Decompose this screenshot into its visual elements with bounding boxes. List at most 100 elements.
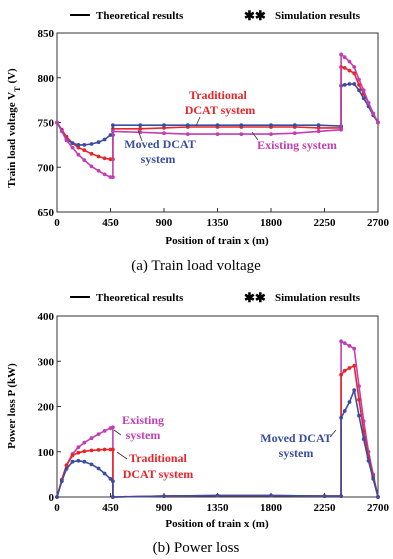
x-axis-title-power: Position of train x (m) [165, 518, 269, 530]
chart-voltage: Theoretical results ✱✱ Simulation result… [6, 8, 390, 274]
y-tick-label: 0 [49, 492, 55, 504]
sim-point-moved-dcat-system [162, 123, 166, 128]
x-tick-label: 1800 [260, 217, 283, 229]
annotation-pointer-existing-power [113, 429, 122, 436]
sim-point-existing-system [89, 436, 94, 441]
sim-point-existing-system [292, 131, 297, 136]
sim-point-existing-system [366, 100, 371, 105]
sim-point-moved-dcat-system [162, 494, 166, 498]
sim-point-existing-system [215, 132, 220, 137]
sim-point-traditional-dcat-system [352, 71, 357, 76]
annotation-pointer-traditional-power [116, 451, 128, 460]
annotation-moved-voltage: Moved DCAT system [124, 137, 195, 166]
x-tick-label: 2250 [314, 502, 337, 514]
legend-simulation-label: Simulation results [275, 10, 361, 22]
annotation-traditional-line2: DCAT system [185, 103, 256, 117]
sim-point-traditional-dcat-system [76, 145, 81, 150]
y-tick-label: 100 [38, 447, 55, 459]
sim-point-moved-dcat-system [70, 141, 75, 146]
annotation-traditional-power: Traditional DCAT system [123, 451, 194, 481]
sim-point-moved-dcat-system [352, 82, 357, 86]
sim-point-moved-dcat-system [111, 479, 115, 484]
sim-point-moved-dcat-system [366, 458, 371, 463]
x-tick-label: 900 [156, 217, 173, 229]
sim-point-moved-dcat-system [96, 466, 101, 471]
sim-point-existing-system [162, 131, 166, 136]
sim-point-moved-dcat-system [55, 495, 59, 499]
y-tick-label: 650 [38, 207, 55, 219]
sim-point-traditional-dcat-system [138, 126, 143, 131]
caption-voltage: (a) Train load voltage [131, 258, 261, 274]
sim-point-traditional-dcat-system [339, 372, 343, 377]
sim-point-moved-dcat-system [316, 123, 321, 128]
annotation-traditional-line2: DCAT system [123, 467, 194, 481]
sim-point-moved-dcat-system [64, 467, 69, 471]
y-tick-label: 850 [38, 28, 55, 40]
sim-point-moved-dcat-system [269, 123, 273, 128]
sim-point-existing-system [371, 111, 376, 116]
sim-point-moved-dcat-system [89, 142, 94, 146]
annotation-pointer-moved-voltage [137, 129, 143, 142]
sim-point-moved-dcat-system [352, 388, 357, 393]
sim-point-moved-dcat-system [70, 459, 75, 464]
x-tick-label: 1800 [260, 502, 283, 514]
sim-point-moved-dcat-system [322, 494, 327, 498]
sim-point-existing-system [70, 145, 75, 150]
sim-point-traditional-dcat-system [64, 463, 69, 468]
sim-point-existing-system [82, 158, 87, 163]
chart-power-loss: Theoretical results ✱✱ Simulation result… [6, 290, 390, 556]
sim-point-existing-system [89, 164, 94, 169]
x-tick-label: 1350 [207, 502, 230, 514]
x-tick-label: 2700 [367, 217, 390, 229]
legend-simulation-marker-icon: ✱✱ [244, 290, 266, 305]
sim-point-existing-system [269, 132, 273, 137]
sim-point-moved-dcat-system [89, 462, 94, 467]
sim-point-moved-dcat-system [138, 123, 143, 128]
sim-point-moved-dcat-system [342, 83, 347, 87]
sim-point-existing-system [352, 65, 357, 69]
sim-point-traditional-dcat-system [82, 449, 87, 454]
sim-point-moved-dcat-system [215, 493, 220, 498]
sim-point-traditional-dcat-system [82, 148, 87, 153]
annotation-moved-line2: system [141, 152, 176, 166]
sim-point-existing-system [339, 52, 343, 57]
sim-point-traditional-dcat-system [102, 156, 107, 161]
y-axis-title-power: Power loss P (kW) [6, 363, 18, 449]
legend-power: Theoretical results ✱✱ Simulation result… [70, 290, 361, 305]
sim-point-existing-system [55, 120, 59, 125]
sim-point-moved-dcat-system [361, 96, 366, 101]
x-tick-label: 0 [54, 217, 60, 229]
ticks-power: 0 450 900 1350 1800 2250 2700 0 100 200 300 400 [38, 311, 390, 514]
sim-point-traditional-dcat-system [357, 397, 361, 402]
annotation-moved-power: Moved DCAT system [260, 431, 331, 460]
x-tick-label: 450 [102, 502, 119, 514]
sim-point-existing-system [357, 384, 361, 388]
sim-point-moved-dcat-system [339, 494, 343, 498]
ticks-voltage: 0 450 900 1350 1800 2250 2700 650 700 750 800 850 [38, 28, 390, 229]
sim-point-existing-system [102, 429, 107, 433]
sim-point-existing-system [76, 445, 81, 450]
sim-point-moved-dcat-system [371, 477, 376, 481]
sim-point-moved-dcat-system [361, 437, 366, 441]
annotation-traditional-line1: Traditional [189, 88, 247, 102]
sim-point-existing-system [102, 172, 107, 177]
x-tick-label: 0 [54, 502, 60, 514]
sim-point-existing-system [239, 132, 244, 137]
sim-point-moved-dcat-system [357, 88, 361, 93]
sim-point-moved-dcat-system [102, 137, 107, 142]
annotation-pointer-existing-voltage [251, 131, 259, 141]
annotation-moved-line2: system [279, 446, 314, 460]
annotation-traditional-voltage: Traditional DCAT system [185, 88, 256, 117]
sim-point-traditional-dcat-system [342, 368, 347, 373]
sim-point-existing-system [357, 77, 361, 82]
sim-point-existing-system [96, 432, 101, 436]
sim-point-existing-system [342, 55, 347, 60]
sim-point-existing-system [316, 129, 321, 134]
sim-point-existing-system [339, 127, 343, 132]
sim-point-traditional-dcat-system [111, 447, 115, 452]
sim-point-existing-system [96, 168, 101, 173]
y-tick-label: 800 [38, 73, 55, 85]
series-power [55, 339, 380, 499]
sim-point-existing-system [347, 59, 352, 64]
